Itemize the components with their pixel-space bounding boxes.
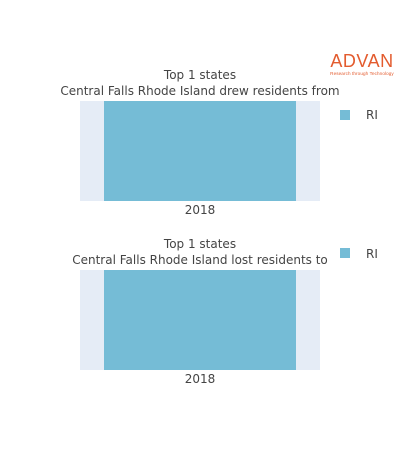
chart-1-bar-2018-RI[interactable]	[104, 101, 296, 201]
chart-2-legend-swatch	[340, 248, 350, 258]
logo-wordmark: ADVAN	[330, 51, 394, 71]
chart-2-bar-2018-RI[interactable]	[104, 270, 296, 370]
chart-1-title: Top 1 states	[163, 68, 236, 82]
chart-1-x-tick-label: 2018	[185, 203, 216, 217]
chart-2-legend-label: RI	[366, 247, 378, 261]
chart-2-legend[interactable]: RI	[340, 247, 378, 261]
advan-logo: ADVAN Research through Technology	[327, 52, 397, 77]
chart-1-subtitle: Central Falls Rhode Island drew resident…	[60, 84, 339, 98]
chart-1: Top 1 states Central Falls Rhode Island …	[60, 68, 378, 217]
chart-1-legend-label: RI	[366, 108, 378, 122]
chart-2-title: Top 1 states	[163, 237, 236, 251]
chart-2-subtitle: Central Falls Rhode Island lost resident…	[72, 253, 328, 267]
chart-1-legend-swatch	[340, 110, 350, 120]
chart-2-bars	[104, 270, 296, 370]
chart-2-x-tick-label: 2018	[185, 372, 216, 386]
chart-1-bars	[104, 101, 296, 201]
chart-1-legend[interactable]: RI	[340, 108, 378, 122]
logo-tagline: Research through Technology	[330, 71, 394, 76]
chart-2: Top 1 states Central Falls Rhode Island …	[72, 237, 378, 386]
